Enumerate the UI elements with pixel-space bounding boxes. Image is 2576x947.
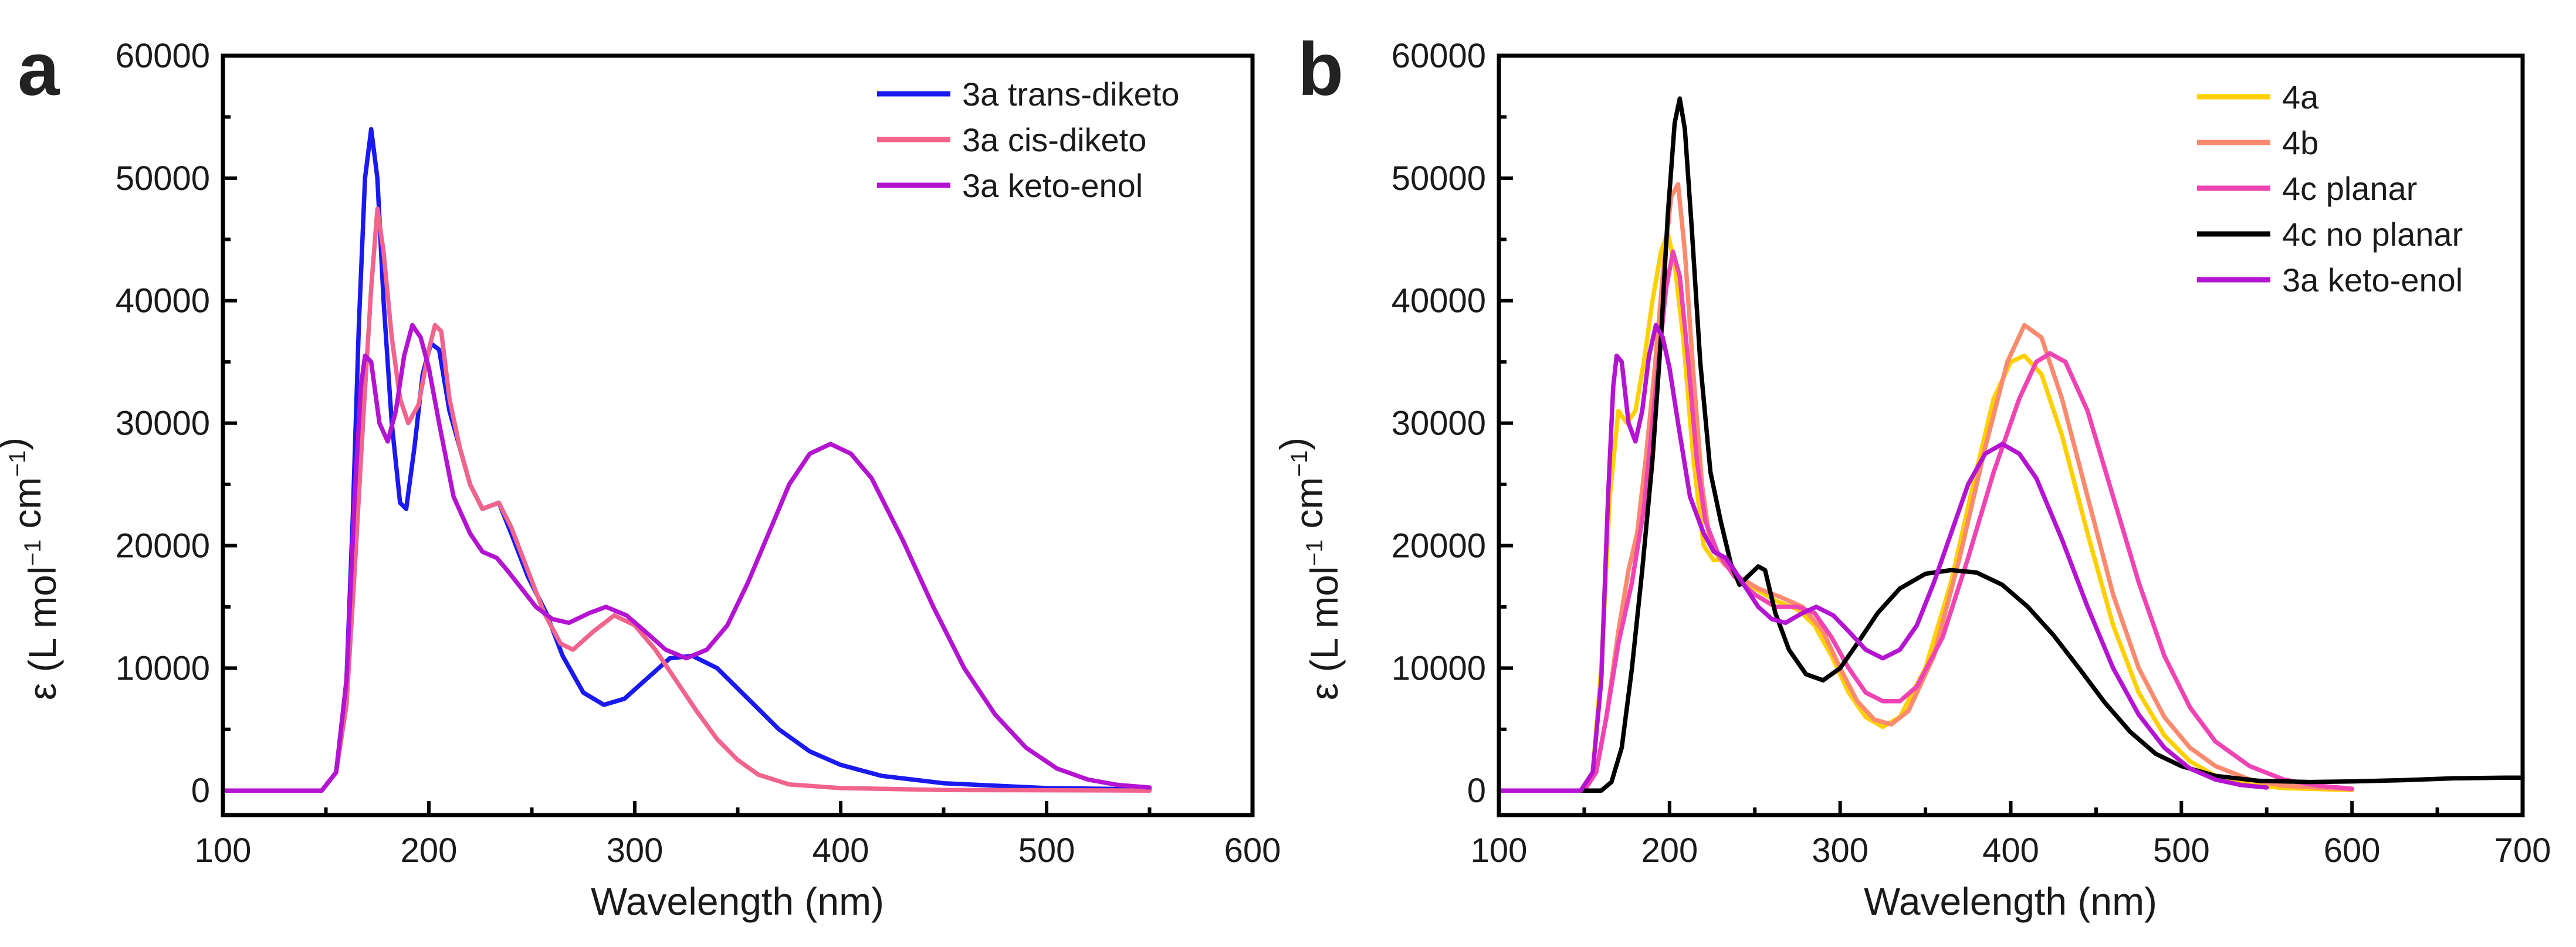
y-tick-label: 50000 — [116, 159, 210, 198]
x-tick-label: 500 — [1018, 831, 1075, 870]
series-line-4a — [1497, 231, 2354, 793]
x-tick-label: 400 — [1982, 831, 2039, 870]
y-tick-label: 60000 — [116, 37, 210, 75]
x-axis-label-b: Wavelength (nm) — [1864, 880, 2157, 923]
series-lines-b — [1497, 96, 2525, 793]
y-axis-label-text-b: ε (L mol−1 cm−1) — [1272, 437, 1346, 700]
y-tick-label: 40000 — [116, 282, 210, 320]
y-tick-label: 60000 — [1392, 37, 1486, 75]
x-tick-label: 700 — [2494, 831, 2551, 870]
y-axis-label-a: ε (L mol−1 cm−1) — [0, 437, 64, 700]
x-tick-label: 600 — [2324, 831, 2381, 870]
y-tick-label: 50000 — [1392, 159, 1486, 198]
series-line-4b — [1497, 182, 2354, 793]
chart-panel-a: a ε (L mol−1 cm−1) Wavelength (nm) 100 20… — [0, 28, 1281, 923]
legend-label: 4b — [2282, 124, 2318, 161]
x-tick-label: 300 — [1812, 831, 1868, 870]
y-axis-label-b: ε (L mol−1 cm−1) — [1272, 437, 1346, 700]
legend-label: 4c planar — [2282, 170, 2417, 207]
y-tick-label: 0 — [1467, 772, 1486, 810]
legend-label: 4a — [2282, 79, 2319, 116]
legend-label: 3a trans-diketo — [962, 76, 1179, 113]
panel-label-b: b — [1298, 28, 1343, 111]
series-line-3a-cis-diketo — [221, 206, 1152, 793]
legend-a: 3a trans-diketo 3a cis-diketo 3a keto-enol — [877, 76, 1179, 204]
panel-label-a: a — [18, 28, 60, 111]
x-tick-label: 100 — [195, 831, 252, 870]
legend-label: 4c no planar — [2282, 216, 2463, 253]
y-tick-label: 20000 — [1392, 527, 1486, 565]
y-tick-label: 0 — [191, 772, 210, 810]
series-line-3a-keto-enol — [221, 323, 1152, 793]
x-tick-label: 300 — [607, 831, 664, 870]
legend-label: 3a cis-diketo — [962, 121, 1146, 158]
x-tick-label: 500 — [2153, 831, 2210, 870]
axis-ticks-a: 100 200 300 400 500 600 0 10000 20000 30000 40000 5… — [116, 37, 1281, 870]
legend-label: 3a keto-enol — [2282, 262, 2463, 298]
series-lines-a — [221, 127, 1152, 793]
x-axis-label-a: Wavelength (nm) — [591, 880, 884, 923]
plot-frame-a — [221, 53, 1255, 817]
legend-b: 4a 4b 4c planar 4c no planar 3a keto-enol — [2197, 79, 2463, 298]
plot-frame-b — [1497, 53, 2525, 817]
y-tick-label: 30000 — [1392, 405, 1486, 443]
y-tick-label: 40000 — [1392, 282, 1486, 320]
axis-ticks-b: 100 200 300 400 500 600 700 0 10000 20000 30000 400… — [1392, 37, 2551, 870]
x-tick-label: 100 — [1471, 831, 1528, 870]
y-tick-label: 10000 — [116, 649, 210, 687]
x-tick-label: 400 — [813, 831, 869, 870]
y-tick-label: 10000 — [1392, 649, 1486, 687]
x-tick-label: 600 — [1224, 831, 1281, 870]
chart-panel-b: b ε (L mol−1 cm−1) Wavelength (nm) 100 20… — [1272, 28, 2551, 923]
series-line-3a-keto-enol — [1497, 323, 2269, 793]
y-axis-label-text-a: ε (L mol−1 cm−1) — [0, 437, 64, 700]
legend-label: 3a keto-enol — [962, 167, 1143, 204]
y-tick-label: 20000 — [116, 527, 210, 565]
y-tick-label: 30000 — [116, 405, 210, 443]
x-tick-label: 200 — [401, 831, 458, 870]
x-tick-label: 200 — [1641, 831, 1698, 870]
